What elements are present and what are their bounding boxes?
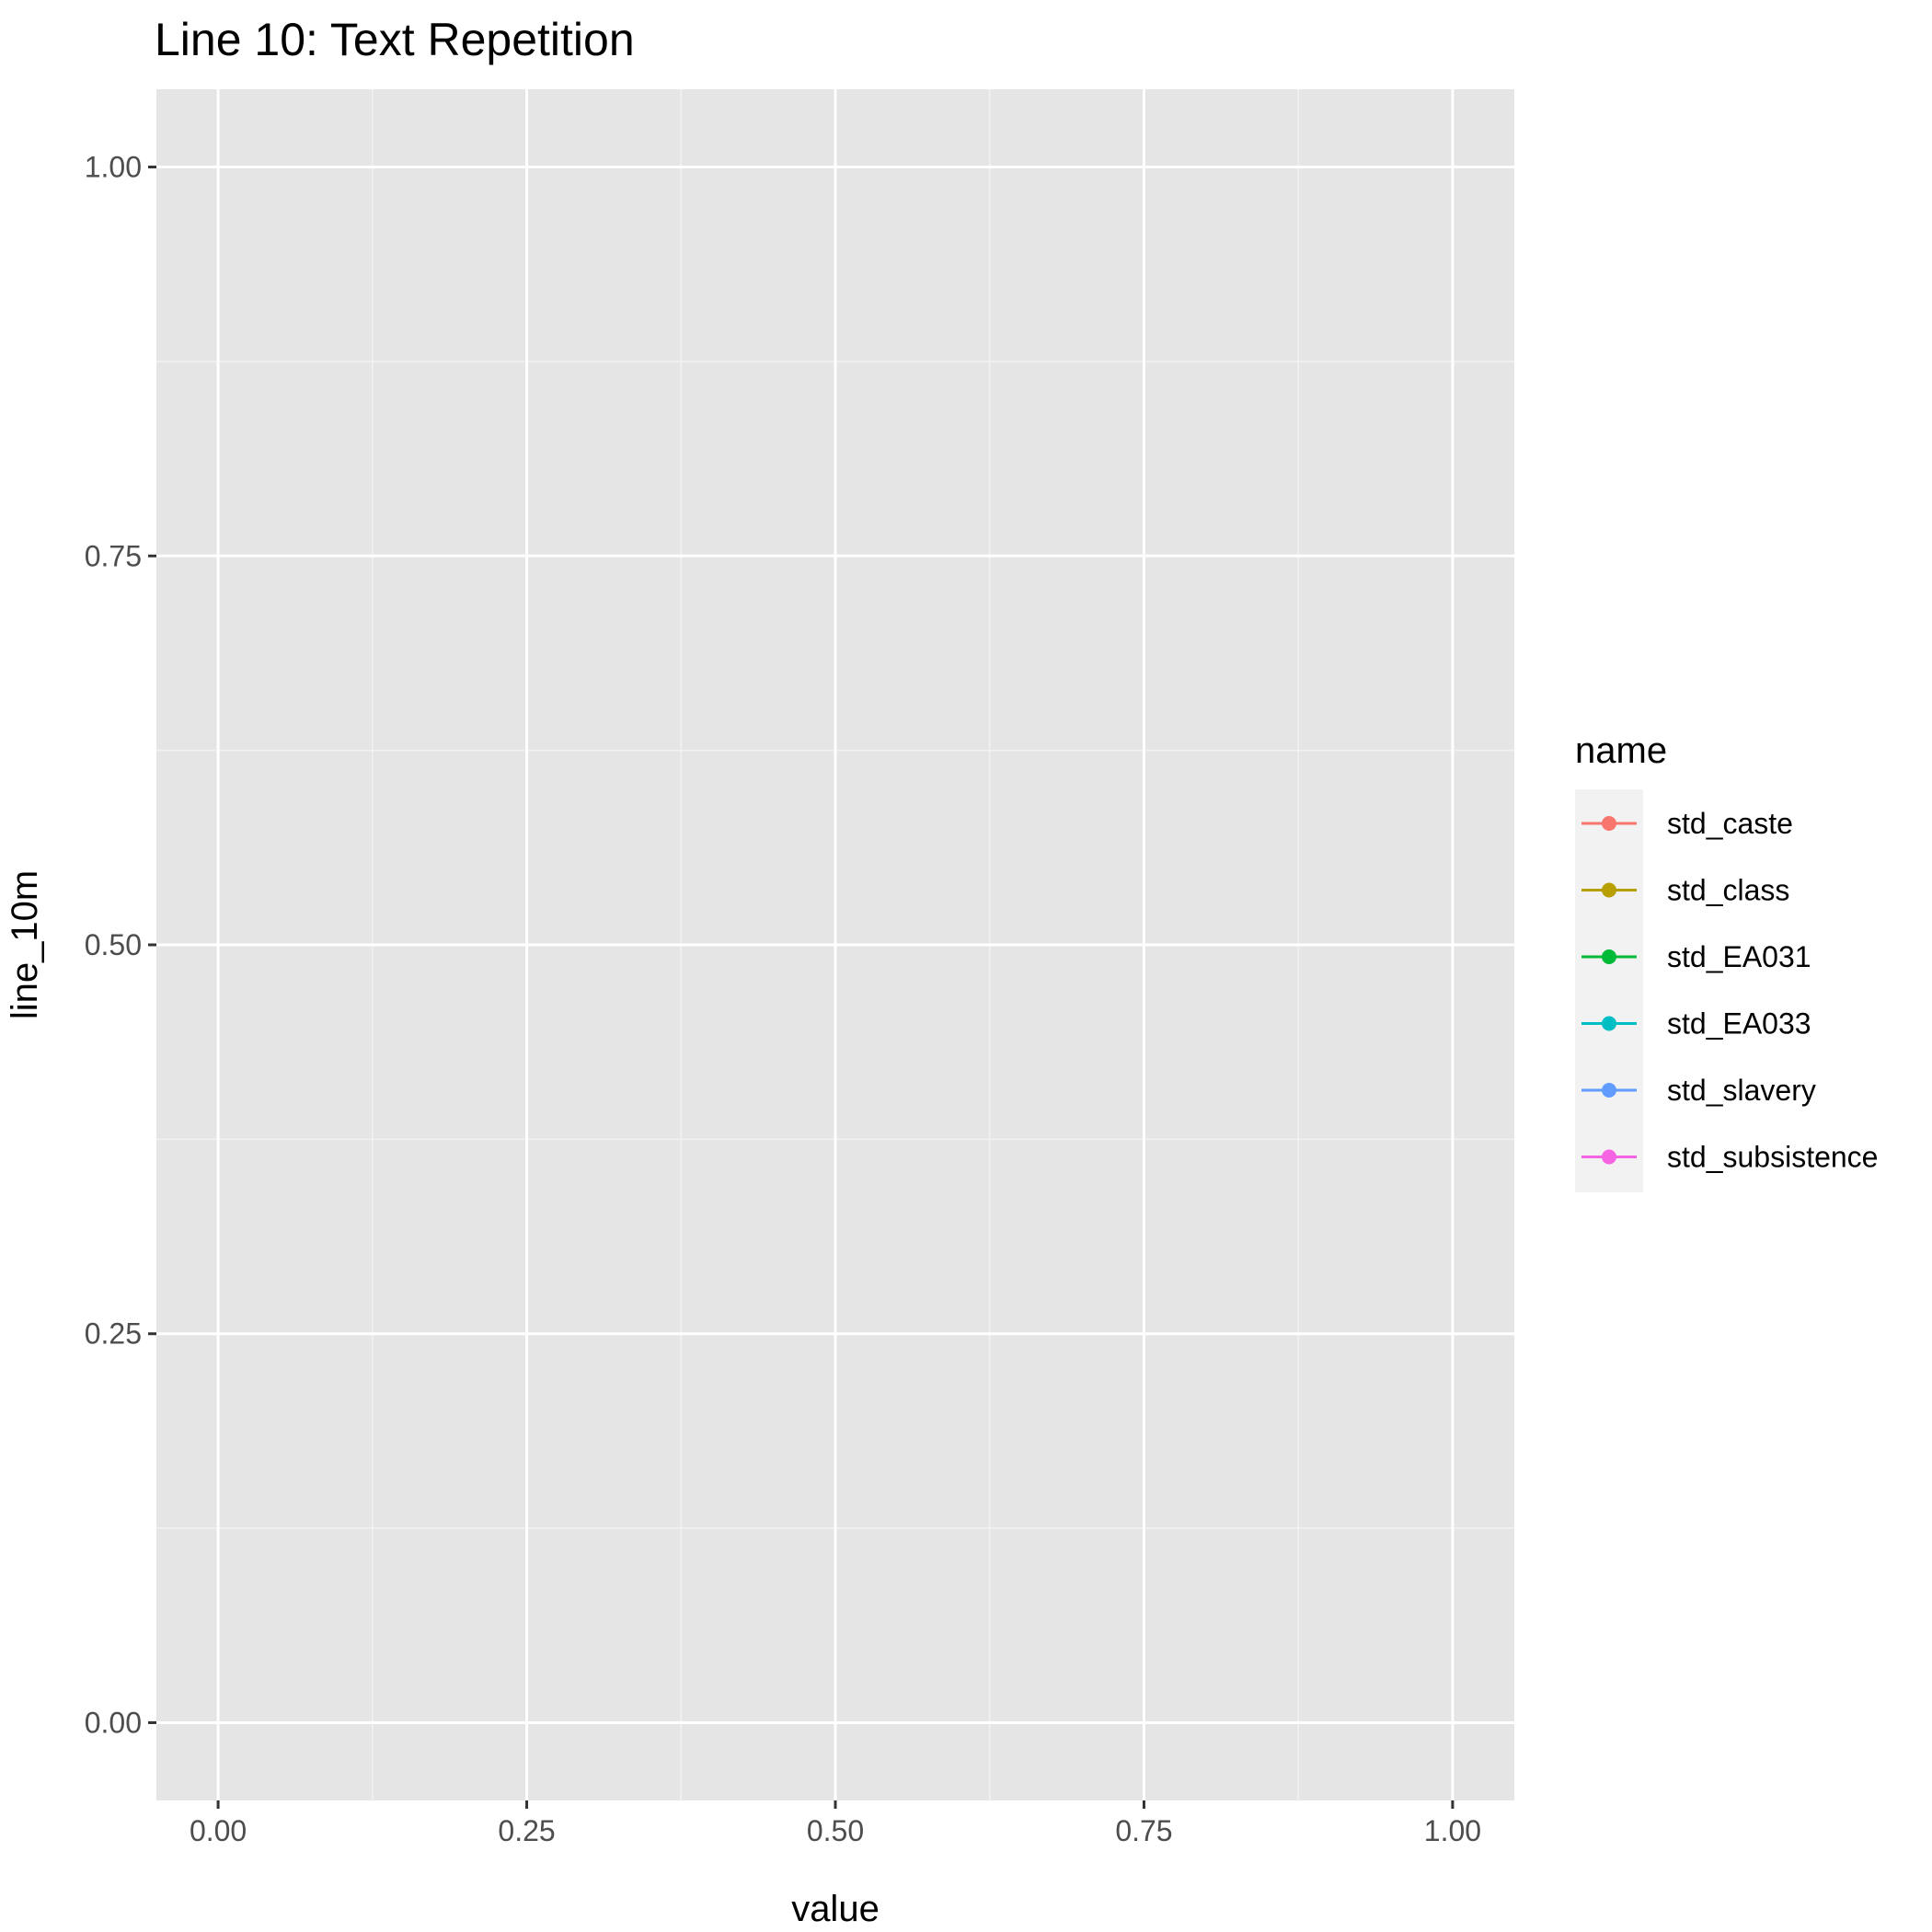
legend-label: std_slavery — [1667, 1074, 1816, 1107]
y-tick-label: 0.50 — [85, 928, 142, 961]
x-axis: 0.00 0.25 0.50 0.75 1.00 — [190, 1800, 1481, 1847]
x-tick-label: 0.50 — [807, 1814, 864, 1847]
x-axis-label: value — [791, 1889, 880, 1929]
legend-label: std_caste — [1667, 807, 1793, 840]
legend-key-point — [1602, 949, 1616, 964]
legend-label: std_EA031 — [1667, 940, 1811, 973]
chart-title: Line 10: Text Repetition — [155, 14, 635, 65]
y-axis: 0.00 0.25 0.50 0.75 1.00 — [85, 151, 156, 1739]
y-tick-label: 0.25 — [85, 1317, 142, 1351]
major-gridlines — [156, 89, 1514, 1800]
legend-key-point — [1602, 1149, 1616, 1165]
y-axis-label: line_10m — [5, 870, 45, 1019]
legend-key-point — [1602, 1016, 1616, 1031]
x-tick-label: 0.00 — [190, 1814, 247, 1847]
legend-label: std_class — [1667, 874, 1789, 907]
x-tick-label: 1.00 — [1424, 1814, 1481, 1847]
legend-keys-background — [1575, 789, 1643, 1192]
y-tick-label: 0.75 — [85, 539, 142, 572]
x-tick-label: 0.75 — [1115, 1814, 1172, 1847]
legend-key-point — [1602, 1083, 1616, 1098]
y-tick-label: 0.00 — [85, 1706, 142, 1739]
legend-label: std_subsistence — [1667, 1141, 1878, 1174]
legend-key-point — [1602, 882, 1616, 898]
legend-key-point — [1602, 816, 1616, 831]
y-tick-label: 1.00 — [85, 151, 142, 184]
legend: name std_caste std_class std_EA031 std_EA03… — [1575, 730, 1878, 1192]
legend-label: std_EA033 — [1667, 1007, 1811, 1041]
x-tick-label: 0.25 — [498, 1814, 555, 1847]
legend-title: name — [1575, 730, 1667, 771]
